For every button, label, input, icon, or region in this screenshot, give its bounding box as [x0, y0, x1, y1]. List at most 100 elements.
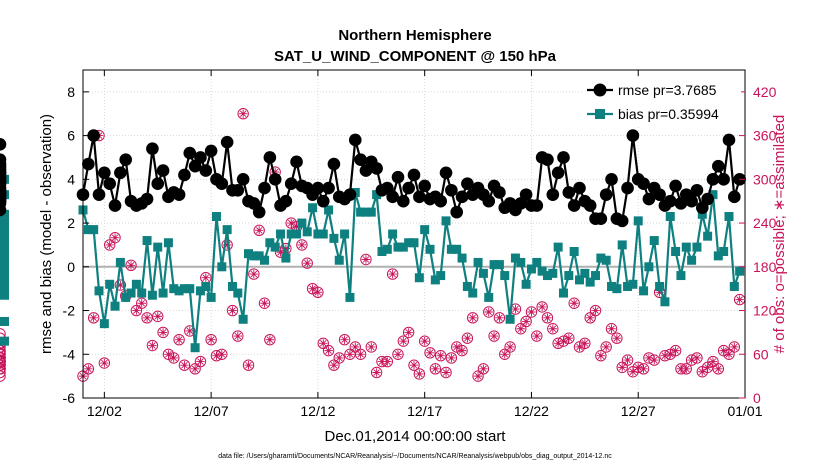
- y-tick-label: -4: [63, 346, 76, 362]
- rmse-point: [663, 194, 677, 208]
- obs-assimilated-marker: [254, 226, 264, 235]
- rmse-point: [594, 212, 608, 225]
- obs-assimilated-marker: [233, 331, 243, 341]
- bias-point: [548, 268, 558, 278]
- bias-point: [623, 281, 633, 291]
- obs-assimilated-marker: [388, 269, 397, 279]
- bias-point: [655, 281, 665, 291]
- rmse-point: [82, 157, 95, 171]
- x-axis-ticks: 12/02 12/07 12/12 12/17 12/22 12/27 01/01: [87, 70, 763, 419]
- chart-title: Northern Hemisphere: [338, 27, 491, 44]
- obs-possible-marker: [621, 354, 634, 366]
- obs-possible-marker: [386, 268, 399, 280]
- bias-point: [302, 227, 312, 237]
- obs-possible-marker: [349, 341, 361, 353]
- obs-assimilated-marker: [505, 342, 515, 352]
- obs-possible-marker: [499, 348, 511, 360]
- rmse-point: [557, 151, 570, 164]
- bias-point: [724, 212, 734, 222]
- bias-point: [377, 246, 387, 256]
- rmse-point: [418, 179, 431, 193]
- rmse-point: [722, 133, 736, 147]
- bias-point: [0, 271, 9, 281]
- bias-point: [580, 268, 590, 278]
- bias-point: [420, 225, 430, 235]
- obs-assimilated-marker: [142, 313, 152, 323]
- obs-assimilated-marker: [132, 306, 141, 315]
- rmse-point: [290, 155, 303, 169]
- obs-assimilated-marker: [548, 324, 558, 333]
- bias-point: [0, 316, 9, 326]
- x-tick-label: 12/22: [514, 403, 549, 419]
- bias-point: [185, 284, 195, 294]
- bias-point: [398, 242, 408, 252]
- bias-point: [163, 238, 173, 248]
- bias-point: [0, 336, 9, 346]
- obs-possible-marker: [125, 259, 137, 272]
- bias-point: [142, 236, 152, 246]
- obs-assimilated-marker: [383, 357, 392, 366]
- bias-point: [649, 236, 659, 246]
- rmse-point: [279, 194, 293, 208]
- obs-assimilated-marker: [457, 346, 467, 355]
- obs-possible-marker: [605, 323, 618, 335]
- obs-assimilated-marker: [511, 304, 520, 314]
- rmse-point: [311, 181, 325, 195]
- obs-possible-marker: [168, 352, 180, 364]
- plot-frame: [82, 69, 746, 399]
- legend-box: [583, 77, 741, 125]
- rmse-point: [0, 138, 7, 151]
- bias-point: [537, 266, 547, 276]
- y-tick-label: -6: [63, 390, 76, 406]
- rmse-point: [215, 177, 229, 191]
- rmse-point: [140, 192, 154, 206]
- obs-assimilated-marker: [639, 364, 648, 374]
- obs-possible-marker: [317, 337, 329, 350]
- bias-point: [500, 271, 510, 281]
- obs-assimilated-marker: [324, 346, 333, 355]
- bias-point: [0, 290, 9, 300]
- obs-possible-marker: [429, 363, 442, 375]
- obs-assimilated-marker: [174, 335, 184, 344]
- obs-assimilated-marker: [100, 358, 109, 368]
- obs-assimilated-marker: [329, 361, 339, 370]
- obs-possible-marker: [669, 344, 682, 357]
- obs-possible-marker: [483, 306, 495, 318]
- rmse-point: [322, 181, 335, 195]
- rmse-point: [541, 153, 554, 166]
- bias-point: [233, 288, 243, 298]
- rmse-point: [391, 170, 405, 184]
- obs-assimilated-marker: [431, 364, 440, 374]
- obs-possible-marker: [413, 368, 426, 380]
- obs-possible-marker: [728, 341, 741, 353]
- obs-assimilated-marker: [479, 364, 488, 374]
- obs-possible-marker: [616, 361, 628, 374]
- bias-point: [153, 242, 163, 252]
- x-tick-label: 12/17: [407, 403, 442, 419]
- obs-assimilated-marker: [447, 353, 456, 363]
- bias-point: [372, 190, 382, 200]
- rmse-point: [108, 199, 122, 212]
- obs-assimilated-marker: [249, 269, 259, 279]
- obs-possible-marker: [488, 330, 500, 342]
- bias-point: [361, 207, 371, 217]
- rmse-point: [626, 129, 640, 142]
- bias-point: [452, 244, 462, 254]
- obs-assimilated-marker: [628, 367, 638, 376]
- bias-point: [115, 257, 125, 267]
- bias-point: [147, 290, 157, 300]
- y2-axis-label: # of obs: o=possible; ∗=assimilated: [771, 115, 788, 354]
- obs-possible-marker: [130, 304, 143, 317]
- rmse-point: [712, 159, 725, 173]
- obs-possible-marker: [547, 323, 559, 335]
- bias-point: [591, 271, 601, 281]
- y-tick-label: 8: [67, 84, 75, 100]
- obs-assimilated-marker: [601, 342, 611, 352]
- bias-point: [292, 229, 302, 239]
- obs-assimilated-marker: [116, 280, 125, 290]
- rmse-point: [583, 199, 597, 212]
- obs-possible-marker: [525, 306, 538, 318]
- bias-point: [735, 266, 745, 276]
- obs-possible-marker: [258, 297, 271, 309]
